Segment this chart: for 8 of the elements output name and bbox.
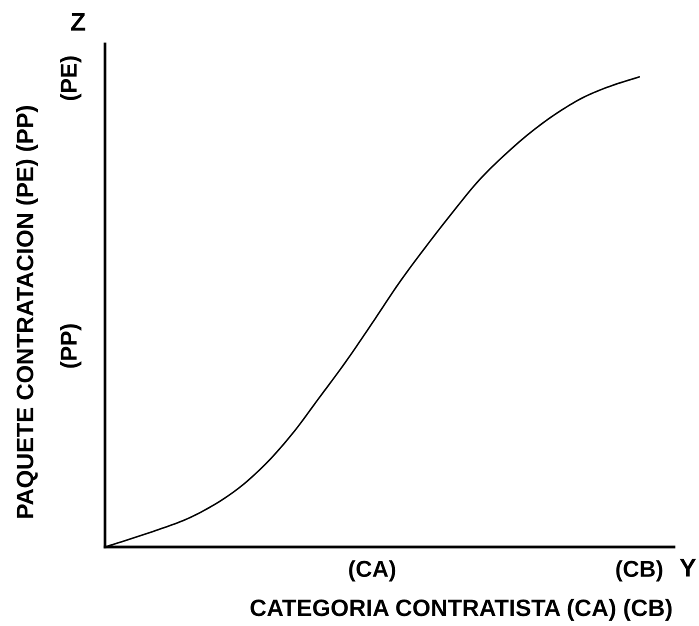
text: (PE) [60,56,82,100]
text: Z [70,12,86,31]
text: Y [680,558,696,577]
x-tick-label: (CA) [349,560,396,582]
x-tick-label: (CB) [616,560,662,582]
text: (PP) [60,324,82,368]
x-axis-title: CATEGORIA CONTRATISTA (CA) (CB) [250,598,672,621]
y-axis-title: PAQUETE CONTRATACION (PE) (PP) [16,106,38,518]
